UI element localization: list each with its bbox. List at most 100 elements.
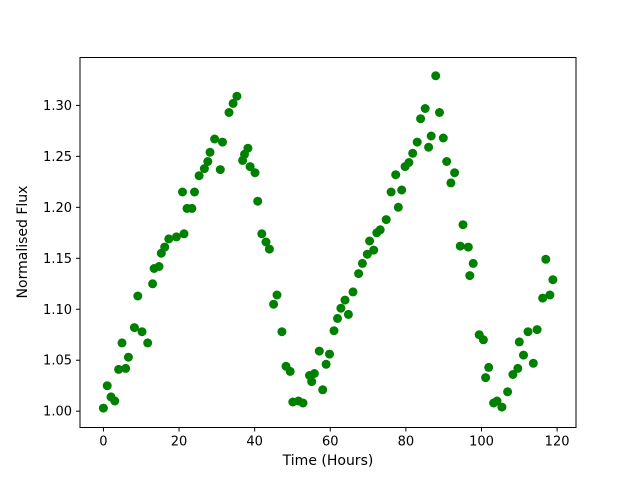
data-point: [343, 309, 353, 319]
y-ticks: 1.00 1.05 1.10 1.15 1.20 1.25 1.30: [43, 99, 80, 420]
data-point: [528, 358, 538, 368]
data-point: [484, 362, 494, 372]
y-tick-label: 1.00: [43, 405, 72, 420]
data-point: [408, 148, 418, 158]
data-point: [508, 370, 518, 379]
data-point: [463, 242, 473, 252]
data-point: [393, 202, 403, 212]
data-points: [98, 71, 558, 413]
data-point: [362, 249, 372, 259]
x-tick-label: 80: [398, 435, 415, 450]
data-point: [321, 359, 331, 369]
y-axis-label: Normalised Flux: [15, 186, 31, 299]
data-point: [133, 291, 143, 301]
data-point: [492, 396, 502, 406]
x-tick-label: 120: [545, 435, 570, 450]
data-point: [397, 185, 407, 195]
data-point: [137, 327, 147, 337]
data-point: [416, 114, 426, 124]
data-point: [325, 349, 334, 359]
data-point: [178, 187, 187, 197]
data-point: [545, 290, 555, 300]
data-point: [365, 236, 375, 246]
data-point: [121, 363, 131, 373]
data-point: [272, 290, 282, 300]
data-point: [446, 178, 456, 188]
data-point: [285, 366, 295, 376]
data-point: [514, 337, 524, 347]
data-point: [187, 203, 197, 213]
data-point: [541, 254, 551, 264]
data-point: [481, 373, 491, 383]
y-tick-label: 1.30: [43, 99, 72, 114]
data-point: [232, 91, 242, 101]
data-point: [381, 215, 391, 225]
data-point: [245, 162, 255, 172]
data-point: [114, 364, 124, 374]
data-point: [171, 232, 181, 242]
data-point: [102, 381, 112, 391]
x-tick-label: 60: [322, 435, 339, 450]
data-point: [210, 134, 220, 144]
x-tick-label: 100: [469, 435, 494, 450]
data-point: [340, 295, 350, 305]
data-point: [215, 165, 225, 175]
data-point: [369, 245, 379, 255]
y-tick-label: 1.25: [43, 150, 72, 165]
data-point: [154, 262, 164, 271]
data-point: [404, 158, 414, 167]
data-point: [318, 385, 328, 395]
data-point: [277, 327, 287, 337]
data-point: [298, 398, 308, 408]
data-point: [435, 108, 444, 117]
data-point: [261, 237, 271, 247]
data-point: [523, 327, 533, 337]
data-point: [478, 335, 488, 345]
data-point: [431, 71, 441, 81]
y-tick-label: 1.05: [43, 354, 72, 369]
data-point: [123, 352, 133, 362]
data-point: [190, 187, 199, 197]
data-point: [314, 346, 324, 356]
x-tick-label: 20: [171, 435, 188, 450]
y-tick-label: 1.10: [43, 303, 72, 318]
data-point: [253, 196, 263, 206]
data-point: [194, 171, 204, 181]
data-point: [420, 104, 430, 113]
data-point: [264, 244, 274, 254]
data-point: [455, 241, 465, 251]
data-point: [503, 387, 513, 397]
data-point: [458, 220, 468, 230]
data-point: [538, 293, 548, 303]
data-point: [309, 369, 319, 378]
data-point: [179, 229, 189, 239]
data-point: [257, 229, 267, 239]
data-point: [164, 234, 174, 244]
data-point: [465, 271, 475, 281]
data-point: [513, 363, 523, 373]
data-point: [348, 287, 358, 297]
data-point: [218, 137, 227, 147]
data-point: [532, 325, 542, 335]
data-point: [110, 396, 120, 406]
data-point: [426, 131, 436, 141]
data-point: [548, 275, 558, 285]
x-axis-label: Time (Hours): [282, 453, 374, 469]
data-point: [333, 313, 342, 323]
data-point: [412, 137, 422, 147]
x-tick-label: 40: [246, 435, 263, 450]
data-point: [354, 269, 364, 279]
data-point: [438, 133, 448, 143]
data-point: [199, 164, 209, 174]
data-point: [336, 303, 346, 313]
data-point: [205, 147, 215, 157]
data-point: [357, 258, 367, 268]
x-ticks: 0 20 40 60 80 100 120: [99, 427, 570, 450]
data-point: [329, 326, 339, 336]
y-tick-label: 1.15: [43, 252, 72, 267]
data-point: [129, 323, 139, 333]
y-tick-label: 1.20: [43, 201, 72, 216]
data-point: [468, 258, 478, 268]
